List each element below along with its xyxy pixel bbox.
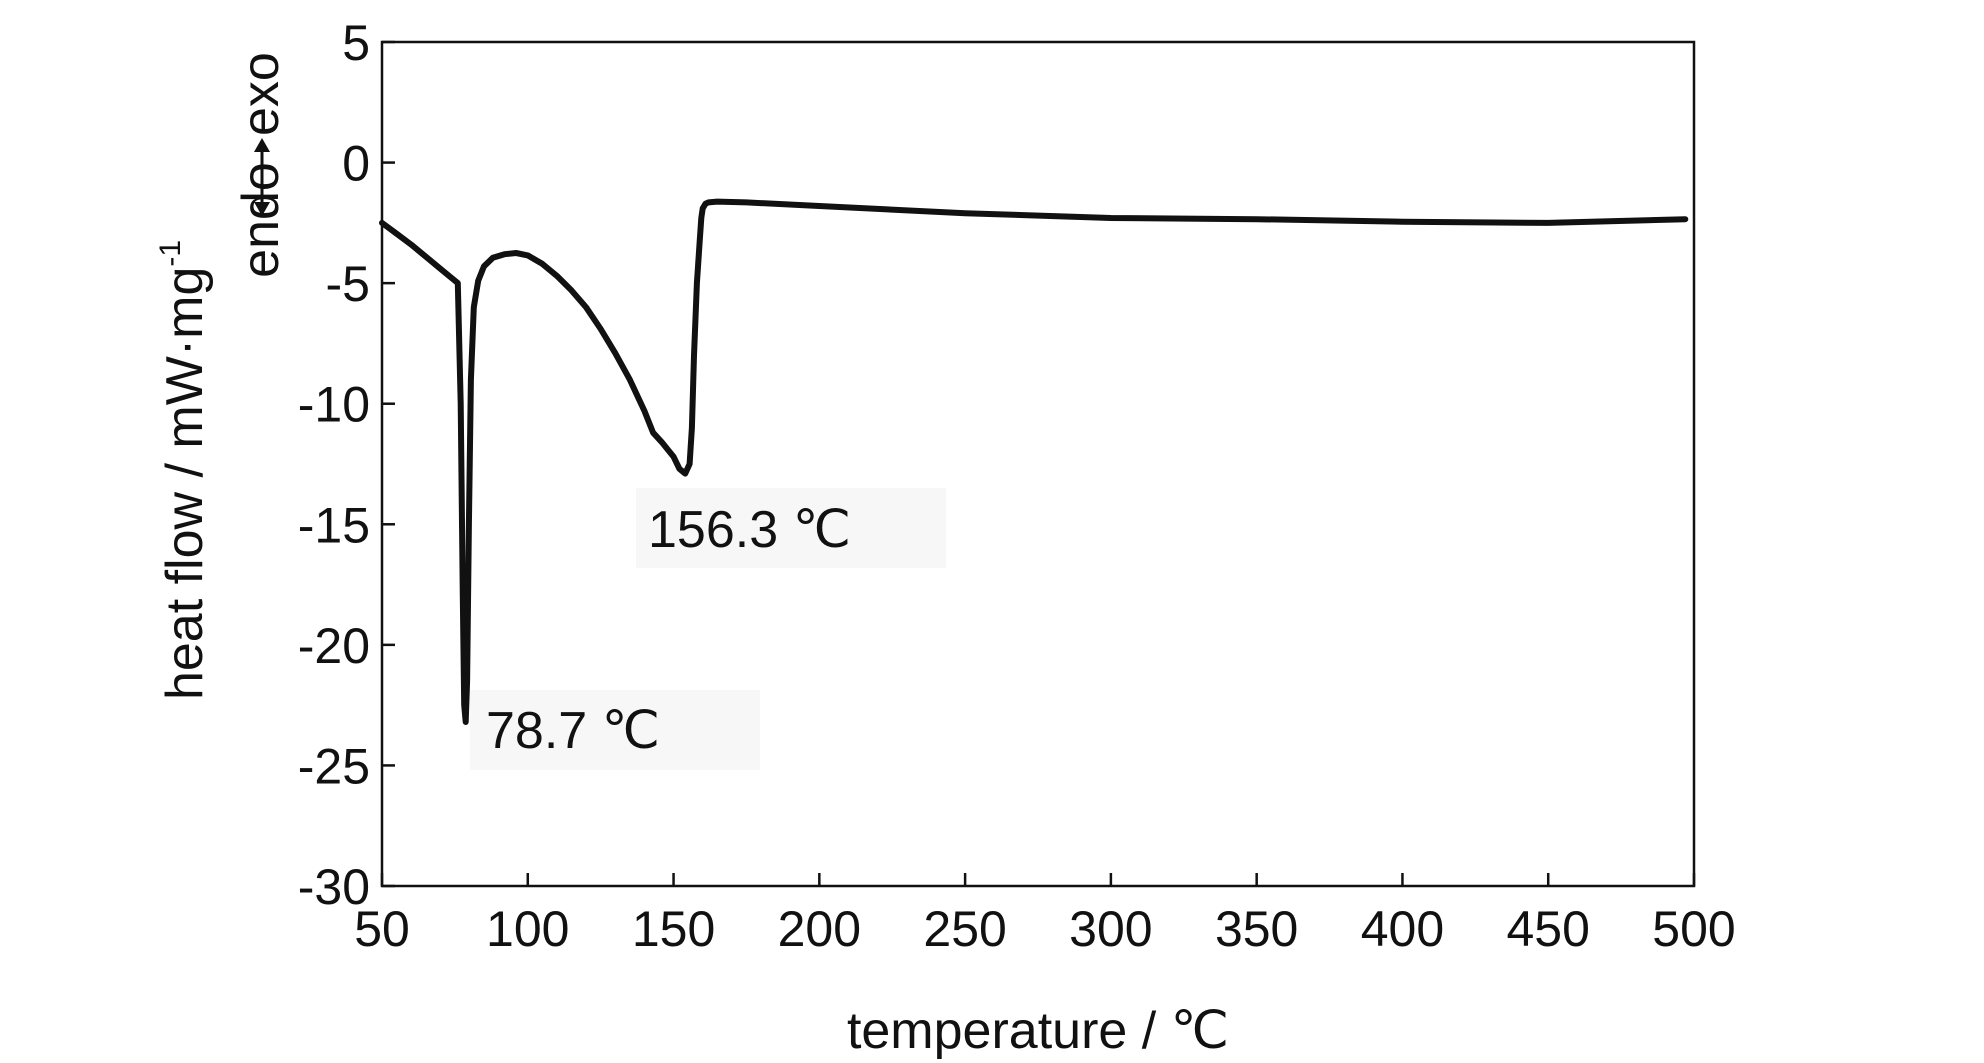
x-axis-ticks: 50 100 150 200 250 300 350 400 450 500 — [354, 873, 1736, 957]
x-tick-label: 300 — [1069, 901, 1152, 957]
arrowhead-left-icon — [254, 202, 270, 216]
y-axis-title: heat flow / mW·mg-1 — [154, 240, 214, 700]
plot-frame — [380, 40, 1696, 888]
x-tick-label: 200 — [778, 901, 861, 957]
y-tick-label: 0 — [342, 136, 370, 192]
x-tick-label: 350 — [1215, 901, 1298, 957]
direction-label-high: exo — [232, 52, 290, 136]
y-axis-ticks: 5 0 -5 -10 -15 -20 -25 -30 — [298, 15, 395, 915]
y-tick-label: -20 — [298, 618, 370, 674]
y-tick-label: -15 — [298, 497, 370, 553]
y-tick-label: -30 — [298, 859, 370, 915]
annotation-background — [470, 690, 760, 770]
arrowhead-right-icon — [254, 138, 270, 152]
annotation-background — [636, 488, 946, 568]
y-axis-title-group: heat flow / mW·mg-1 — [154, 240, 214, 700]
x-tick-label: 500 — [1652, 901, 1735, 957]
x-tick-label: 400 — [1361, 901, 1444, 957]
direction-indicator: endo exo — [232, 52, 290, 278]
y-tick-label: -5 — [326, 256, 370, 312]
x-tick-label: 150 — [632, 901, 715, 957]
y-tick-label: -10 — [298, 377, 370, 433]
x-tick-label: 450 — [1507, 901, 1590, 957]
y-tick-label: -25 — [298, 738, 370, 794]
x-tick-label: 250 — [923, 901, 1006, 957]
x-axis-title: temperature / ℃ — [847, 1002, 1229, 1060]
peak-annotation-156: 156.3 ℃ — [648, 501, 851, 559]
x-tick-label: 50 — [354, 901, 410, 957]
y-tick-label: 5 — [342, 15, 370, 71]
heat-flow-curve — [379, 198, 1689, 725]
x-tick-label: 100 — [486, 901, 569, 957]
peak-annotation-78: 78.7 ℃ — [486, 702, 660, 760]
